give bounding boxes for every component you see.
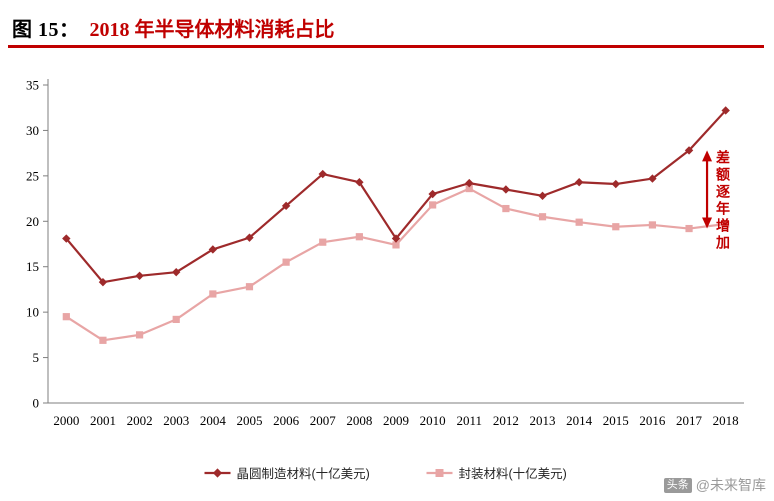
- y-tick-label: 5: [33, 350, 40, 365]
- series-marker-1: [391, 234, 401, 243]
- annotation-char: 差: [716, 149, 730, 166]
- annotation-char: 逐: [716, 184, 730, 200]
- series-marker-1: [208, 245, 218, 254]
- x-tick-label: 2018: [713, 413, 739, 428]
- series-marker-2: [172, 315, 180, 324]
- x-tick-label: 2005: [236, 413, 262, 428]
- legend-marker: [212, 468, 223, 478]
- series-marker-2: [282, 258, 290, 266]
- series-marker-2: [99, 336, 107, 344]
- series-marker-2: [502, 204, 510, 213]
- series-marker-1: [721, 106, 730, 115]
- line-chart: 0 5 10 15 20 25 30 35 2000 2001 2002 2003 2004 2005 20…: [26, 78, 744, 481]
- x-tick-label: 2015: [603, 413, 629, 428]
- x-tick-label: 2014: [566, 413, 593, 428]
- y-tick-label: 10: [26, 305, 39, 320]
- x-tick-label: 2016: [639, 413, 666, 428]
- series-line-2: [65, 187, 727, 342]
- legend-item-1: 晶圆制造材料(十亿美元): [204, 466, 370, 481]
- series-marker-2: [429, 201, 437, 209]
- x-tick-label: 2003: [163, 413, 189, 428]
- figure-title-text: 2018 年半导体材料消耗占比: [89, 18, 335, 41]
- legend-item-2: 封装材料(十亿美元): [426, 466, 567, 481]
- annotation-char: 增: [716, 217, 730, 234]
- series-marker-2: [722, 220, 730, 228]
- annotation-char: 加: [715, 235, 730, 251]
- y-tick-label: 15: [26, 259, 39, 274]
- x-tick-label: 2010: [420, 413, 446, 428]
- series-marker-1: [465, 178, 474, 188]
- series-marker-2: [209, 290, 217, 298]
- x-tick-label: 2008: [346, 413, 372, 428]
- x-tick-label: 2012: [493, 413, 519, 428]
- series-marker-2: [135, 331, 144, 339]
- series-marker-1: [611, 179, 620, 189]
- series-marker-2: [392, 241, 400, 249]
- series-marker-1: [574, 178, 584, 187]
- series-marker-2: [685, 224, 693, 233]
- series-marker-1: [245, 233, 254, 242]
- series-marker-1: [648, 174, 657, 183]
- x-tick-label: 2011: [456, 413, 482, 428]
- figure-title-bar: 图 15： 2018 年半导体材料消耗占比: [8, 10, 764, 48]
- series-marker-1: [538, 191, 547, 201]
- x-tick-label: 2013: [530, 413, 556, 428]
- y-tick-label: 25: [26, 168, 39, 183]
- series-marker-1: [684, 146, 694, 155]
- chart-container: 0 5 10 15 20 25 30 35 2000 2001 2002 2003 2004 2005 20…: [0, 55, 774, 495]
- series-marker-2: [465, 184, 473, 193]
- watermark-text: @未来智库: [695, 477, 766, 493]
- y-tick-label: 0: [33, 396, 40, 411]
- x-tick-label: 2000: [53, 413, 79, 428]
- difference-arrow-head-down: [702, 217, 713, 229]
- series-marker-1: [355, 178, 364, 187]
- x-tick-label: 2002: [127, 413, 153, 428]
- x-tick-label: 2009: [383, 413, 409, 428]
- difference-arrow-head-up: [702, 150, 713, 162]
- series-marker-1: [172, 267, 181, 277]
- series-marker-2: [355, 233, 363, 241]
- series-line-1: [65, 109, 727, 284]
- legend-marker: [435, 469, 444, 477]
- series-marker-2: [245, 283, 254, 291]
- series-marker-1: [428, 189, 437, 199]
- series-marker-2: [612, 223, 620, 231]
- y-tick-label: 20: [26, 214, 39, 229]
- series-marker-2: [319, 238, 327, 246]
- series-marker-2: [62, 313, 70, 321]
- x-tick-label: 2007: [310, 413, 337, 428]
- y-tick-label: 35: [26, 78, 39, 93]
- x-tick-label: 2017: [676, 413, 703, 428]
- series-marker-2: [575, 218, 583, 226]
- x-tick-label: 2004: [200, 413, 227, 428]
- series-marker-1: [135, 271, 144, 280]
- series-marker-1: [501, 185, 511, 194]
- x-tick-label: 2001: [90, 413, 116, 428]
- y-tick-label: 30: [26, 123, 39, 138]
- legend-label: 晶圆制造材料(十亿美元): [237, 466, 370, 481]
- series-marker-2: [648, 221, 657, 229]
- annotation-char: 年: [716, 200, 730, 217]
- figure-number-label: 图 15：: [12, 18, 80, 41]
- legend-label: 封装材料(十亿美元): [459, 466, 567, 481]
- figure-title-row: 图 15： 2018 年半导体材料消耗占比: [8, 10, 764, 44]
- annotation-char: 额: [716, 166, 730, 183]
- series-marker-2: [538, 213, 547, 221]
- series-marker-1: [318, 169, 327, 179]
- watermark: 头条 @未来智库: [663, 475, 766, 495]
- series-marker-1: [281, 201, 291, 211]
- watermark-badge: 头条: [663, 477, 692, 493]
- series-marker-1: [62, 234, 71, 243]
- x-tick-label: 2006: [273, 413, 300, 428]
